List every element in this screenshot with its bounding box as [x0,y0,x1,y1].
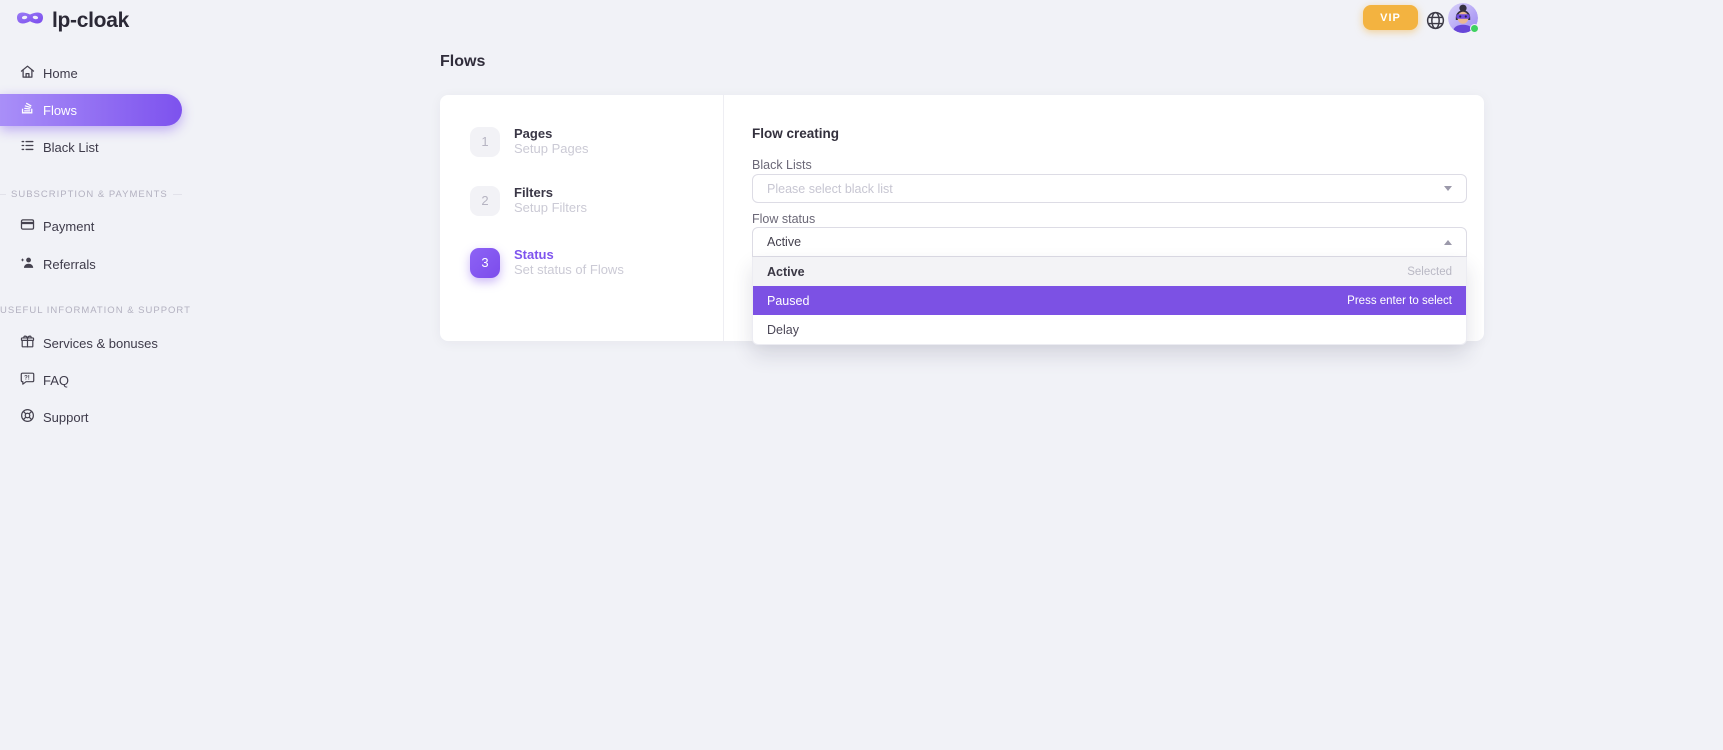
sidebar-item-black-list[interactable]: Black List [0,133,182,162]
step-filters[interactable]: 2 Filters Setup Filters [470,185,587,216]
divider [723,95,724,341]
step-subtitle: Setup Pages [514,141,589,156]
lifebuoy-icon [19,407,36,429]
svg-text:?!: ?! [24,375,30,381]
step-title: Status [514,247,554,262]
sidebar-item-label: Flows [43,102,77,118]
form-title: Flow creating [752,126,840,141]
vip-button[interactable]: VIP [1363,5,1418,30]
step-number-badge: 2 [470,185,500,216]
sidebar-item-label: Home [43,66,78,81]
gift-icon [19,333,36,355]
sidebar-item-label: Black List [43,140,99,155]
option-label: Active [767,264,805,279]
chevron-up-icon [1444,239,1452,245]
step-status[interactable]: 3 Status Set status of Flows [470,247,624,278]
sidebar-item-flows[interactable]: Flows [0,94,182,126]
sidebar-item-label: Payment [43,219,95,234]
online-status-dot [1470,24,1479,33]
sidebar-item-label: Support [43,410,89,425]
option-label: Paused [767,293,810,308]
option-label: Delay [767,322,799,337]
flow-status-value: Active [767,235,802,249]
flow-status-label: Flow status [752,212,816,226]
app-logo[interactable]: lp-cloak [16,8,129,34]
step-title: Pages [514,126,553,141]
step-title: Filters [514,185,554,200]
sidebar-item-home[interactable]: Home [0,59,182,88]
sidebar-section-heading: USEFUL INFORMATION & SUPPORT [0,305,191,316]
home-icon [19,63,36,85]
chevron-down-icon [1444,186,1452,191]
sidebar-item-payment[interactable]: Payment [0,212,182,241]
page-title: Flows [440,53,486,70]
step-pages[interactable]: 1 Pages Setup Pages [470,126,588,157]
flows-stack-icon [19,99,36,121]
sidebar-item-label: Services & bonuses [43,336,158,351]
brand-name: lp-cloak [52,9,129,32]
option-hint: Selected [1407,265,1452,278]
sidebar-item-services[interactable]: Services & bonuses [0,329,182,358]
option-delay[interactable]: Delay [753,315,1466,344]
black-lists-label: Black Lists [752,158,812,172]
user-avatar[interactable] [1448,3,1479,33]
black-lists-placeholder: Please select black list [767,181,893,196]
list-icon [19,137,36,159]
option-active[interactable]: Active Selected [753,257,1466,286]
flow-status-dropdown: Active Selected Paused Press enter to se… [752,257,1467,345]
flow-status-select[interactable]: Active [752,227,1467,257]
step-number-badge: 3 [470,247,500,278]
sidebar-section-heading: SUBSCRIPTION & PAYMENTS [0,188,182,201]
sidebar-item-label: Referrals [43,257,96,272]
sidebar-item-support[interactable]: Support [0,403,182,432]
option-hint: Press enter to select [1347,294,1452,307]
globe-icon[interactable] [1425,10,1446,31]
black-lists-select[interactable]: Please select black list [752,174,1467,203]
step-number-badge: 1 [470,126,500,157]
faq-bubble-icon: ?! [19,370,36,392]
credit-card-icon [19,216,36,238]
option-paused[interactable]: Paused Press enter to select [753,286,1466,315]
mask-logo-icon [16,8,44,34]
sidebar-item-referrals[interactable]: Referrals [0,250,182,279]
referral-user-icon [19,254,36,276]
sidebar-item-label: FAQ [43,373,70,388]
step-subtitle: Set status of Flows [514,262,624,277]
step-subtitle: Setup Filters [514,200,587,215]
sidebar-item-faq[interactable]: ?! FAQ [0,366,182,395]
